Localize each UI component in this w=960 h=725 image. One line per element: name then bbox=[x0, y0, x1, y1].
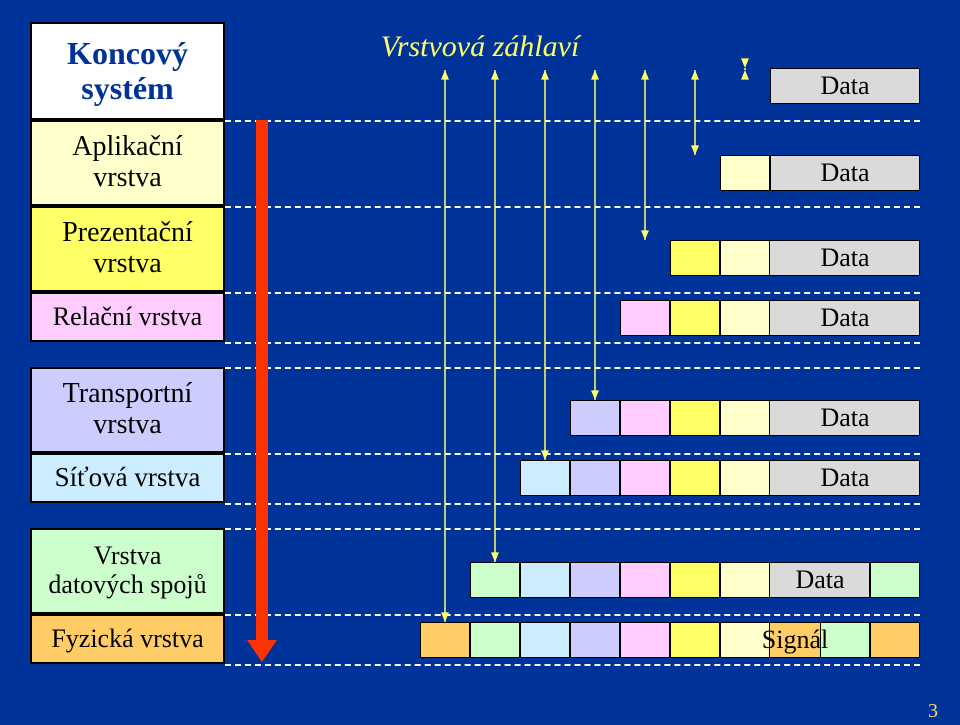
pdu-header bbox=[670, 240, 720, 276]
pdu-row-5: Data bbox=[520, 460, 920, 496]
layer-box-2: Relační vrstva bbox=[30, 292, 225, 342]
pdu-row-1: Data bbox=[720, 155, 920, 191]
row-divider bbox=[225, 292, 920, 294]
row-divider bbox=[225, 120, 920, 122]
pdu-prev-header bbox=[670, 622, 720, 658]
headers-caption: Vrstvová záhlaví bbox=[330, 30, 630, 64]
leader-arrowhead-top bbox=[541, 70, 549, 80]
row-divider bbox=[225, 342, 920, 344]
row-divider bbox=[225, 528, 920, 530]
row-divider bbox=[225, 614, 920, 616]
pdu-prev-trailer bbox=[820, 622, 870, 658]
pdu-row-0: Data bbox=[770, 68, 920, 104]
pdu-header bbox=[420, 622, 470, 658]
layer-box-1: Prezentační vrstva bbox=[30, 206, 225, 292]
leader-arrowhead-top bbox=[691, 70, 699, 80]
pdu-prev-header bbox=[670, 460, 720, 496]
row-divider bbox=[225, 664, 920, 666]
slide-stage: Koncový systémAplikační vrstvaPrezentačn… bbox=[0, 0, 960, 725]
pdu-header bbox=[720, 155, 770, 191]
leader-arrowhead bbox=[691, 145, 699, 155]
pdu-prev-header bbox=[670, 300, 720, 336]
leader-arrowhead bbox=[591, 390, 599, 400]
pdu-trailer bbox=[870, 622, 920, 658]
pdu-body bbox=[770, 155, 920, 191]
leader-arrowhead bbox=[491, 552, 499, 562]
leader-arrowhead-top bbox=[441, 70, 449, 80]
leader-arrowhead-top bbox=[641, 70, 649, 80]
pdu-row-3: Data bbox=[620, 300, 920, 336]
pdu-row-4: Data bbox=[570, 400, 920, 436]
leader-arrowhead bbox=[641, 230, 649, 240]
row-divider bbox=[225, 367, 920, 369]
pdu-prev-header bbox=[720, 300, 770, 336]
layer-box-0: Aplikační vrstva bbox=[30, 120, 225, 206]
leader-arrowhead-top bbox=[591, 70, 599, 80]
pdu-body bbox=[770, 68, 920, 104]
pdu-prev-header bbox=[470, 622, 520, 658]
pdu-row-6: Data bbox=[470, 562, 920, 598]
pdu-prev-header bbox=[520, 622, 570, 658]
pdu-prev-header bbox=[620, 400, 670, 436]
leader-arrowhead-top bbox=[741, 70, 749, 80]
pdu-header bbox=[620, 300, 670, 336]
pdu-row-7: Signál bbox=[420, 622, 920, 658]
leader-arrowhead-top bbox=[491, 70, 499, 80]
pdu-prev-header bbox=[720, 622, 770, 658]
pdu-prev-header bbox=[620, 562, 670, 598]
pdu-prev-header bbox=[620, 460, 670, 496]
leader-arrowhead bbox=[741, 58, 749, 68]
layer-box-5: Vrstva datových spojů bbox=[30, 528, 225, 614]
pdu-trailer bbox=[870, 562, 920, 598]
pdu-prev-header bbox=[670, 400, 720, 436]
pdu-header bbox=[470, 562, 520, 598]
layer-box-3: Transportní vrstva bbox=[30, 367, 225, 453]
system-title-box: Koncový systém bbox=[30, 22, 225, 120]
layer-box-6: Fyzická vrstva bbox=[30, 614, 225, 664]
encapsulation-arrow bbox=[247, 120, 277, 662]
pdu-prev-header bbox=[570, 622, 620, 658]
layer-box-4: Síťová vrstva bbox=[30, 453, 225, 503]
leader-arrowhead bbox=[541, 450, 549, 460]
pdu-prev-header bbox=[570, 562, 620, 598]
pdu-prev-header bbox=[620, 622, 670, 658]
pdu-prev-header bbox=[520, 562, 570, 598]
row-divider bbox=[225, 453, 920, 455]
slide-number: 3 bbox=[928, 700, 938, 723]
pdu-prev-header bbox=[720, 240, 770, 276]
row-divider bbox=[225, 206, 920, 208]
pdu-prev-header bbox=[720, 400, 770, 436]
pdu-header bbox=[520, 460, 570, 496]
pdu-prev-header bbox=[670, 562, 720, 598]
pdu-prev-header bbox=[720, 460, 770, 496]
pdu-row-2: Data bbox=[670, 240, 920, 276]
pdu-header bbox=[570, 400, 620, 436]
pdu-prev-header bbox=[720, 562, 770, 598]
pdu-prev-header bbox=[570, 460, 620, 496]
row-divider bbox=[225, 503, 920, 505]
